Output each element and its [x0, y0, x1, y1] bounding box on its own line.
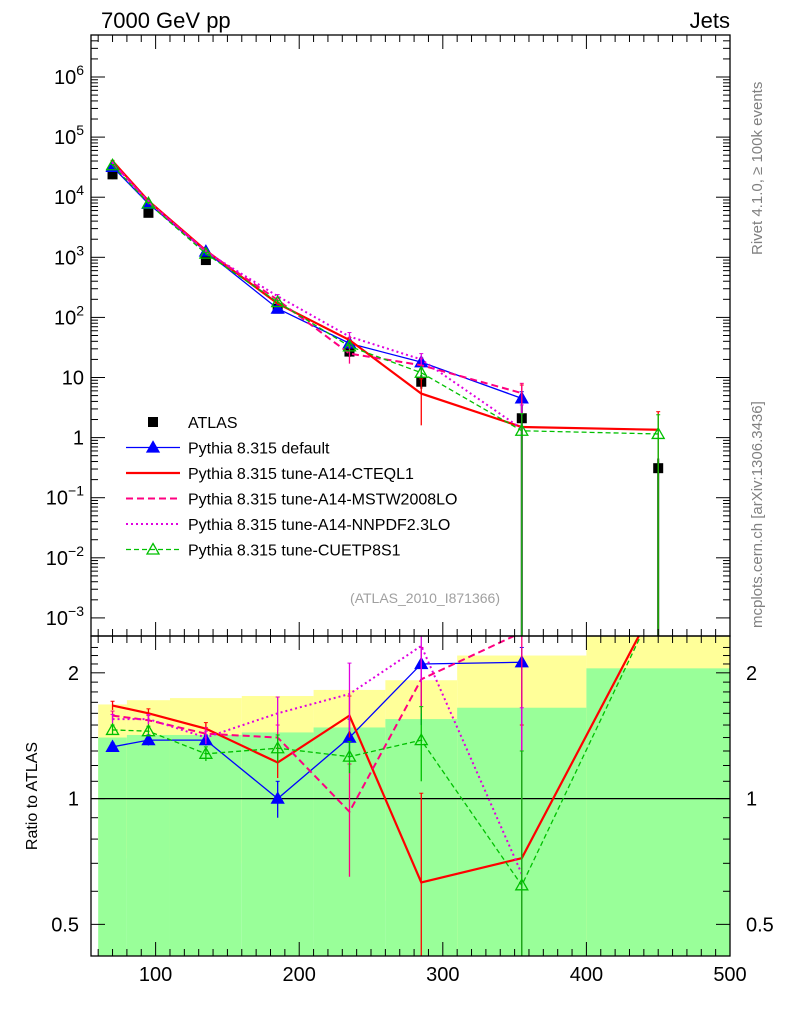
series-marker — [414, 732, 429, 746]
series-line — [111, 162, 523, 430]
legend-entry: ATLAS — [148, 415, 238, 432]
legend-label: Pythia 8.315 tune-A14-NNPDF2.3LO — [188, 517, 450, 534]
y-tick-label: 104 — [54, 182, 84, 209]
ratio-series — [105, 636, 642, 956]
series-marker — [141, 732, 156, 746]
y-tick-label: 10−1 — [46, 483, 84, 510]
y-tick-label: 105 — [54, 122, 84, 149]
series-marker — [105, 722, 120, 736]
data-point — [107, 169, 118, 180]
x-tick-label: 400 — [570, 964, 603, 986]
legend-entry: Pythia 8.315 tune-A14-MSTW2008LO — [126, 492, 457, 509]
series-marker — [270, 294, 285, 308]
series-line — [112, 164, 659, 435]
legend-marker — [145, 542, 161, 555]
series-marker — [342, 749, 357, 762]
rivet-version-label: Rivet 4.1.0, ≥ 100k events — [749, 82, 766, 255]
series-line — [112, 644, 523, 875]
legend-entry: Pythia 8.315 default — [126, 440, 330, 458]
ratio-y-tick-label-right: 1 — [746, 789, 757, 811]
x-tick-label: 100 — [139, 964, 172, 986]
ratio-y-tick-label-right: 2 — [746, 663, 757, 685]
legend-label: Pythia 8.315 default — [188, 441, 330, 458]
data-point — [143, 207, 154, 218]
series-pythia-8-315-tune-cuetp8s1 — [105, 636, 642, 956]
legend-label: Pythia 8.315 tune-A14-MSTW2008LO — [188, 492, 457, 509]
legend-marker — [148, 417, 158, 427]
y-tick-label: 103 — [54, 242, 84, 269]
series-marker — [198, 746, 213, 759]
series-marker — [198, 246, 213, 259]
series-line — [111, 160, 659, 431]
y-tick-label: 1 — [73, 428, 84, 450]
ratio-frame — [90, 635, 731, 957]
legend-entry: Pythia 8.315 tune-CUETP8S1 — [126, 542, 401, 560]
legend-label: Pythia 8.315 tune-A14-CTEQL1 — [188, 466, 414, 483]
series-marker — [651, 426, 666, 440]
green-band — [126, 734, 170, 956]
series-marker — [414, 365, 429, 378]
series-marker — [141, 723, 156, 737]
y-tick-label: 10−2 — [46, 543, 84, 570]
ratio-uncertainty-bands — [91, 636, 730, 956]
series-pythia-8-315-default — [105, 159, 529, 408]
legend-entry: Pythia 8.315 tune-A14-CTEQL1 — [126, 466, 414, 483]
series-line — [112, 166, 523, 399]
axes: 100 200 300 400 500 10−3 10−2 10−1 1 10 102 103 104 1… — [46, 34, 774, 986]
series-marker — [514, 423, 529, 436]
analysis-watermark: (ATLAS_2010_I871366) — [350, 590, 500, 606]
green-band — [98, 737, 127, 956]
series-marker — [270, 740, 285, 754]
header-left: 7000 GeV pp — [101, 8, 231, 33]
y-tick-label: 106 — [54, 62, 84, 89]
series-marker — [342, 339, 357, 352]
series-marker — [270, 791, 285, 804]
series-line — [112, 636, 641, 884]
legend: ATLAS Pythia 8.315 default Pythia 8.315 tu… — [126, 415, 457, 560]
green-band — [169, 734, 242, 956]
mcplots-label: mcplots.cern.ch [arXiv:1306.3436] — [749, 401, 766, 628]
header-right: Jets — [690, 8, 730, 33]
ratio-y-tick-label: 0.5 — [51, 914, 79, 936]
series-pythia-8-315-tune-a14-nnpdf2-3lo — [110, 161, 524, 636]
legend-entry: Pythia 8.315 tune-A14-NNPDF2.3LO — [126, 517, 450, 534]
ratio-y-tick-label-right: 0.5 — [746, 914, 774, 936]
data-point — [200, 255, 211, 266]
y-tick-label: 10−3 — [46, 603, 84, 630]
x-tick-label: 200 — [283, 964, 316, 986]
series-marker — [514, 878, 529, 891]
ratio-y-axis-label: Ratio to ATLAS — [24, 742, 41, 850]
y-tick-label: 102 — [54, 302, 84, 329]
series-pythia-8-315-tune-cuetp8s1 — [105, 157, 666, 636]
main-frame — [90, 34, 731, 637]
y-tick-label: 10 — [62, 368, 84, 390]
ratio-y-tick-label: 1 — [68, 789, 79, 811]
legend-marker — [145, 440, 161, 453]
series-marker — [141, 196, 156, 209]
ratio-y-tick-label: 2 — [68, 663, 79, 685]
series-marker — [270, 301, 285, 314]
green-band — [586, 668, 730, 956]
main-series — [105, 157, 666, 636]
legend-label: Pythia 8.315 tune-CUETP8S1 — [188, 543, 401, 560]
x-tick-label: 500 — [713, 964, 746, 986]
series-pythia-8-315-tune-a14-mstw2008lo — [110, 161, 524, 636]
series-line — [111, 161, 523, 395]
legend-label: ATLAS — [188, 415, 238, 432]
x-tick-label: 300 — [426, 964, 459, 986]
series-marker — [105, 157, 120, 171]
series-pythia-8-315-tune-a14-cteql1 — [110, 159, 661, 636]
series-marker — [105, 739, 120, 752]
